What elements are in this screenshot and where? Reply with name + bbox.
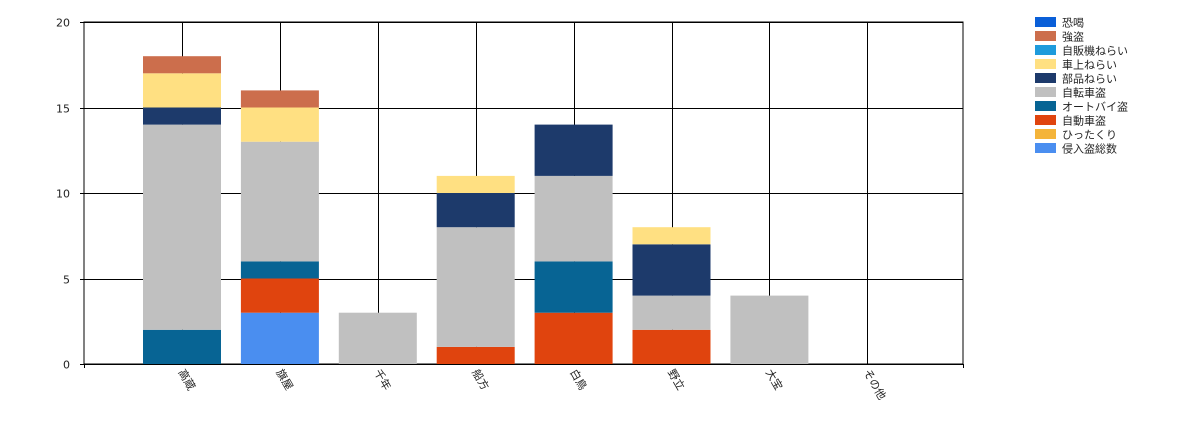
legend-label: 自販機ねらい — [1062, 44, 1128, 58]
y-tick-label: 5 — [63, 274, 70, 287]
bar-segment — [240, 90, 319, 108]
bar-segment — [436, 346, 515, 364]
bar-segment — [143, 124, 221, 330]
legend-swatch — [1035, 45, 1056, 55]
y-tick-label: 15 — [56, 103, 70, 116]
legend-label: 強盗 — [1062, 31, 1084, 44]
bar-segment — [534, 312, 613, 364]
legend-label: 侵入盗総数 — [1062, 142, 1117, 156]
bar-segment — [632, 244, 711, 296]
legend-label: ひったくり — [1062, 129, 1117, 142]
x-tick-label: 白鳥 — [567, 367, 590, 393]
bar-segment — [436, 227, 515, 347]
legend-swatch — [1035, 101, 1056, 111]
legend-label: 部品ねらい — [1062, 72, 1117, 86]
legend: 恐喝強盗自販機ねらい車上ねらい部品ねらい自転車盗オートバイ盗自動車盗ひったくり侵… — [1035, 17, 1128, 156]
legend-label: 車上ねらい — [1062, 58, 1117, 72]
bar-segment — [436, 193, 515, 228]
bar-segment — [240, 141, 319, 262]
legend-swatch — [1035, 17, 1056, 27]
bar-segment — [534, 261, 613, 313]
bar-segment — [338, 312, 417, 364]
bar-segment — [534, 124, 613, 176]
y-tick-label: 20 — [56, 17, 70, 30]
legend-label: 自転車盗 — [1062, 86, 1106, 100]
y-tick-label: 0 — [63, 359, 70, 372]
bars — [143, 56, 809, 364]
bar-segment — [632, 227, 711, 245]
legend-swatch — [1035, 59, 1056, 69]
legend-swatch — [1035, 129, 1056, 139]
x-tick-label: 旗屋 — [273, 367, 296, 393]
legend-label: オートバイ盗 — [1062, 101, 1128, 114]
x-tick-label: 野立 — [665, 367, 688, 393]
bar-segment — [436, 175, 515, 193]
x-tick-label: 千年 — [371, 367, 394, 393]
x-tick-label: その他 — [861, 367, 889, 402]
legend-swatch — [1035, 87, 1056, 97]
bar-segment — [534, 175, 613, 262]
legend-label: 恐喝 — [1062, 17, 1084, 30]
bar-segment — [240, 278, 319, 313]
bar-segment — [632, 295, 711, 330]
legend-label: 自動車盗 — [1062, 114, 1106, 128]
bar-segment — [240, 261, 319, 279]
y-tick-label: 10 — [56, 188, 70, 201]
bar-segment — [143, 73, 221, 108]
bar-segment — [730, 295, 809, 364]
x-tick-label: 高蔵 — [175, 367, 198, 393]
bar-segment — [143, 329, 221, 364]
bar-segment — [240, 312, 319, 364]
legend-swatch — [1035, 143, 1056, 153]
legend-swatch — [1035, 73, 1056, 83]
legend-swatch — [1035, 115, 1056, 125]
bar-segment — [632, 329, 711, 364]
x-tick-label: 大宝 — [763, 367, 786, 393]
legend-swatch — [1035, 31, 1056, 41]
x-tick-label: 船方 — [469, 367, 492, 393]
bar-segment — [240, 107, 319, 142]
bar-segment — [143, 56, 221, 74]
bar-segment — [143, 107, 221, 125]
